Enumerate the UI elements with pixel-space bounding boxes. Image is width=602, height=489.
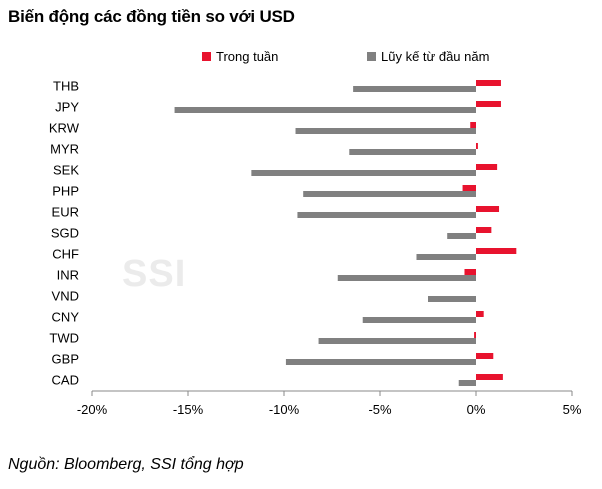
category-label-sgd: SGD [51, 226, 79, 241]
category-label-gbp: GBP [52, 352, 79, 367]
category-label-sek: SEK [53, 163, 79, 178]
legend-label-ytd: Lũy kế từ đầu năm [381, 49, 490, 64]
category-label-twd: TWD [49, 331, 79, 346]
watermark-logo: SSI [122, 253, 187, 295]
bar-ytd-chf [416, 254, 476, 260]
bar-ytd-krw [295, 128, 476, 134]
category-label-php: PHP [52, 184, 79, 199]
category-label-inr: INR [57, 268, 79, 283]
category-label-myr: MYR [50, 142, 79, 157]
bar-weekly-cny [476, 311, 484, 317]
bar-ytd-twd [318, 338, 476, 344]
category-label-thb: THB [53, 79, 79, 94]
bar-weekly-sek [476, 164, 498, 170]
bar-ytd-eur [297, 212, 476, 218]
x-tick-label-2: -10% [269, 402, 300, 417]
bar-ytd-cad [458, 380, 476, 386]
bar-ytd-inr [337, 275, 476, 281]
category-label-jpy: JPY [55, 100, 79, 115]
category-label-krw: KRW [49, 121, 80, 136]
legend-item-ytd: Lũy kế từ đầu năm [367, 49, 489, 64]
bar-ytd-php [303, 191, 476, 197]
bar-ytd-myr [349, 149, 476, 155]
bar-ytd-vnd [428, 296, 476, 302]
bar-ytd-jpy [174, 107, 476, 113]
bar-weekly-gbp [476, 353, 494, 359]
category-label-vnd: VND [52, 289, 79, 304]
bar-weekly-jpy [476, 101, 501, 107]
bar-weekly-chf [476, 248, 517, 254]
bar-weekly-cad [476, 374, 503, 380]
legend-swatch-ytd [367, 52, 376, 61]
bar-weekly-inr [464, 269, 476, 275]
bar-weekly-myr [476, 143, 478, 149]
bar-weekly-thb [476, 80, 501, 86]
bar-weekly-sgd [476, 227, 492, 233]
legend-item-weekly: Trong tuần [202, 49, 278, 64]
bar-ytd-cny [362, 317, 476, 323]
bar-weekly-krw [470, 122, 476, 128]
x-tick-label-5: 5% [563, 402, 582, 417]
legend-label-weekly: Trong tuần [216, 49, 279, 64]
category-label-cny: CNY [52, 310, 80, 325]
chart-title: Biến động các đồng tiền so với USD [8, 7, 295, 26]
bar-ytd-sgd [447, 233, 476, 239]
bar-ytd-sek [251, 170, 476, 176]
bar-weekly-php [462, 185, 476, 191]
x-tick-label-3: -5% [368, 402, 392, 417]
x-tick-label-0: -20% [77, 402, 108, 417]
bar-ytd-gbp [285, 359, 476, 365]
legend-swatch-weekly [202, 52, 211, 61]
bar-weekly-eur [476, 206, 500, 212]
category-label-chf: CHF [52, 247, 79, 262]
category-label-cad: CAD [52, 373, 79, 388]
bar-ytd-thb [353, 86, 476, 92]
x-tick-label-4: 0% [467, 402, 486, 417]
source-note: Nguồn: Bloomberg, SSI tổng hợp [8, 456, 244, 473]
bar-weekly-twd [474, 332, 476, 338]
category-label-eur: EUR [52, 205, 79, 220]
x-tick-label-1: -15% [173, 402, 204, 417]
